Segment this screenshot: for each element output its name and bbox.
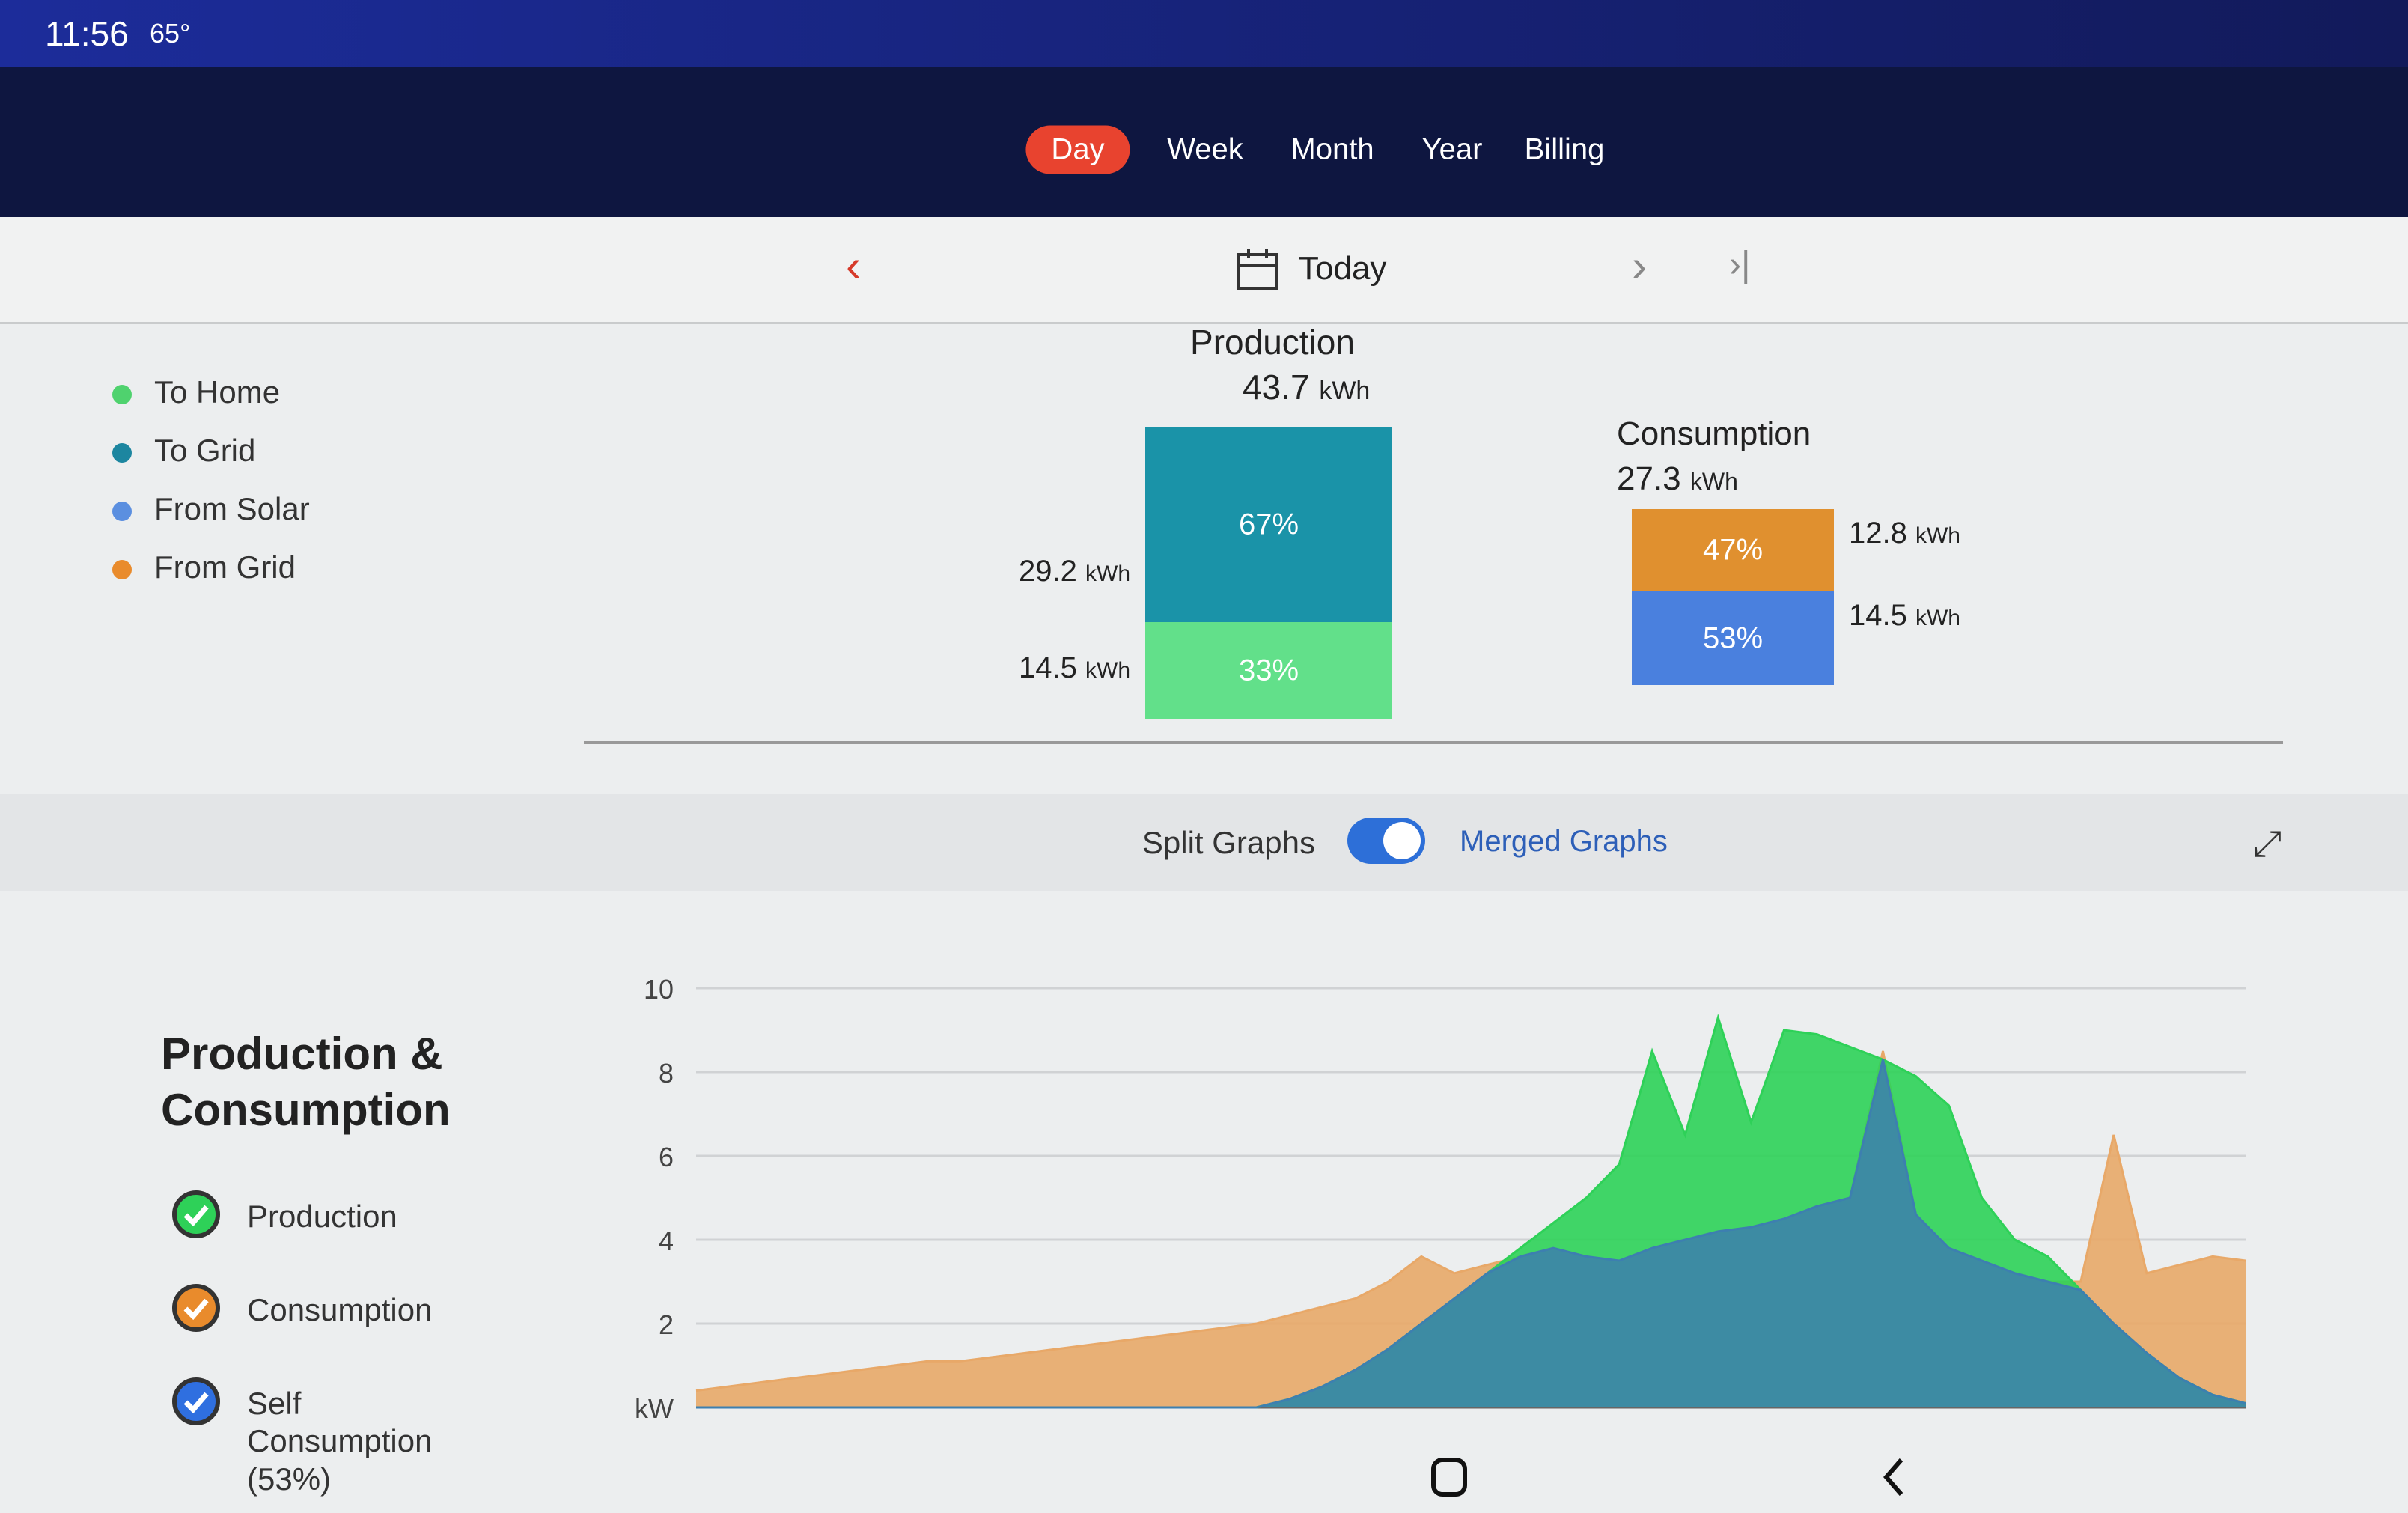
bar-segment xyxy=(1145,622,1392,719)
segment-amount: 14.5 kWh xyxy=(1019,651,1130,685)
segment-amount: 12.8 kWh xyxy=(1849,517,1960,550)
split-graphs-label[interactable]: Split Graphs xyxy=(1141,825,1315,860)
tab[interactable]: Week xyxy=(1167,133,1243,166)
tab[interactable]: Month xyxy=(1290,133,1374,166)
legend-item: From Grid xyxy=(112,550,296,585)
prev-button[interactable]: ‹ xyxy=(846,240,861,290)
legend-dot xyxy=(112,559,132,579)
temperature: 65° xyxy=(150,18,191,49)
tab-bar xyxy=(0,67,2408,217)
legend-dot xyxy=(112,442,132,463)
bar-segment xyxy=(1632,509,1834,592)
amount-unit: kWh xyxy=(1915,523,1960,548)
amount-unit: kWh xyxy=(1085,561,1130,587)
amount-value: 29.2 xyxy=(1019,555,1077,588)
series-name[interactable]: Consumption xyxy=(247,1292,433,1327)
consumption-total: 27.3 kWh xyxy=(1617,460,1738,498)
y-tick-label: 8 xyxy=(659,1058,674,1089)
legend-dot xyxy=(112,501,132,521)
status-bar: 11:56 65° xyxy=(0,0,2408,67)
next-button[interactable]: › xyxy=(1632,240,1647,290)
bar-percent: 53% xyxy=(1702,621,1764,655)
merged-graphs-label[interactable]: Merged Graphs xyxy=(1460,825,1668,858)
bar-percent: 33% xyxy=(1238,654,1299,687)
toggle-row: Split Graphs Merged Graphs ⤢ xyxy=(0,794,2408,891)
production-total: 43.7 kWh xyxy=(1243,367,1370,407)
production-title: Production xyxy=(1190,323,1355,362)
legend-dot xyxy=(112,384,132,404)
segment-amount: 14.5 kWh xyxy=(1849,599,1960,633)
back-button[interactable] xyxy=(1883,1458,1903,1496)
bar-segment xyxy=(1145,427,1392,623)
home-button[interactable] xyxy=(1431,1458,1467,1497)
amount-value: 14.5 xyxy=(1019,651,1077,684)
production-total-value: 43.7 xyxy=(1243,368,1310,407)
chart-title: Production & Consumption xyxy=(161,1029,451,1135)
toggle-switch[interactable] xyxy=(1347,818,1425,864)
bar-percent: 47% xyxy=(1702,533,1764,567)
legend-item: To Grid xyxy=(112,433,255,469)
legend-item: From Solar xyxy=(112,491,310,527)
legend-label: From Solar xyxy=(154,491,310,526)
series-name[interactable]: Self Consumption (53%) xyxy=(247,1386,433,1497)
tab[interactable]: Billing xyxy=(1524,133,1605,166)
consumption-total-unit: kWh xyxy=(1689,468,1738,495)
consumption-title: Consumption xyxy=(1617,415,1811,452)
expand-icon[interactable]: ⤢ xyxy=(2253,824,2282,864)
segment-amount: 29.2 kWh xyxy=(1019,555,1130,588)
legend-label: From Grid xyxy=(154,550,296,585)
tab[interactable]: Year xyxy=(1421,133,1483,166)
legend-item: To Home xyxy=(112,374,280,410)
area-line xyxy=(696,1059,2246,1409)
clock: 11:56 xyxy=(45,14,129,53)
last-button[interactable]: ›| xyxy=(1729,245,1751,284)
series-checkbox[interactable] xyxy=(172,1377,220,1425)
consumption-total-value: 27.3 xyxy=(1617,460,1681,497)
amount-value: 14.5 xyxy=(1849,599,1907,633)
series-checkbox[interactable] xyxy=(172,1284,220,1332)
y-tick-label: 10 xyxy=(644,974,674,1005)
production-total-unit: kWh xyxy=(1319,377,1371,405)
legend-label: To Grid xyxy=(154,433,256,468)
amount-value: 12.8 xyxy=(1849,517,1907,550)
baseline xyxy=(584,741,2283,744)
series-checkbox[interactable] xyxy=(172,1190,220,1238)
date-nav: ‹ Today › ›| xyxy=(0,217,2408,324)
y-tick-label: 4 xyxy=(659,1226,674,1256)
system-nav xyxy=(1431,1458,1903,1497)
amount-unit: kWh xyxy=(1085,658,1130,683)
date-label[interactable]: Today xyxy=(1299,250,1387,287)
y-tick-label: 2 xyxy=(659,1309,674,1340)
bar-percent: 67% xyxy=(1238,508,1299,541)
bar-segment xyxy=(1632,591,1834,685)
y-tick-label: kW xyxy=(635,1393,674,1424)
tab[interactable]: Day xyxy=(1025,125,1130,174)
series-name[interactable]: Production xyxy=(247,1199,397,1234)
amount-unit: kWh xyxy=(1915,606,1960,631)
calendar-icon[interactable] xyxy=(1235,247,1280,292)
legend-label: To Home xyxy=(154,374,281,410)
area xyxy=(696,1059,2246,1407)
y-tick-label: 6 xyxy=(659,1142,674,1172)
